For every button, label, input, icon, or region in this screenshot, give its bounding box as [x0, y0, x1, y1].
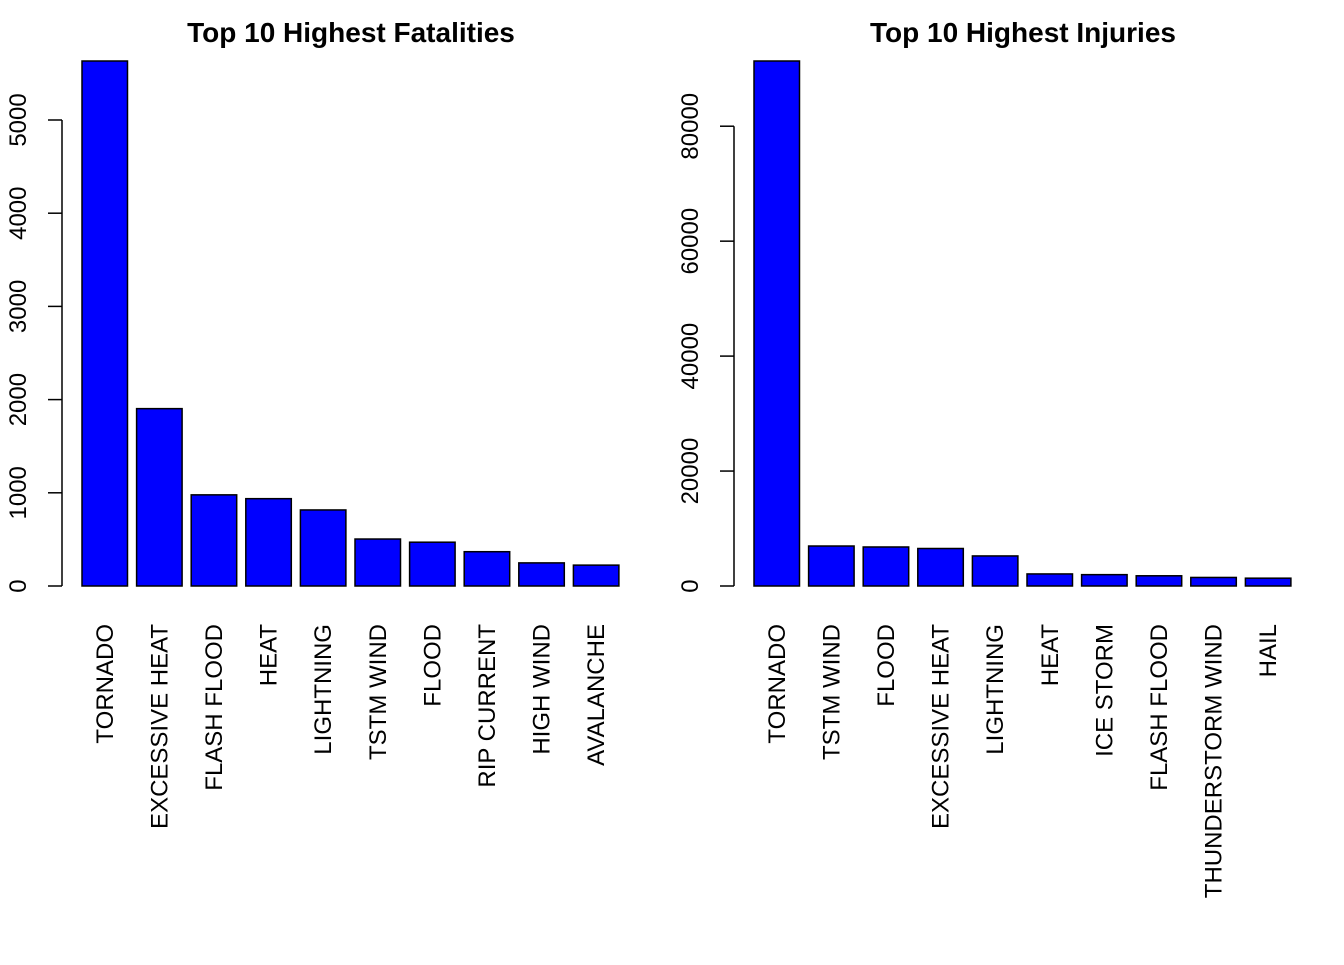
- fatalities-y-tick-label: 1000: [5, 466, 32, 519]
- fatalities-bar-2: [190, 494, 238, 587]
- injuries-y-tick-label: 20000: [677, 438, 704, 505]
- injuries-category-label: TORNADO: [764, 624, 791, 744]
- fatalities-y-tick-label: 5000: [5, 93, 32, 146]
- injuries-y-tick-label: 0: [677, 579, 704, 592]
- injuries-bar-2: [862, 546, 910, 587]
- injuries-chart: Top 10 Highest Injuries TORNADO TSTM WIND…: [677, 17, 1292, 898]
- injuries-y-tick-label: 40000: [677, 323, 704, 390]
- fatalities-bar-9: [572, 564, 620, 587]
- injuries-bar-4: [971, 555, 1019, 587]
- injuries-category-label: LIGHTNING: [982, 624, 1009, 755]
- fatalities-bar-0: [81, 60, 129, 587]
- fatalities-bar-1: [135, 407, 183, 587]
- injuries-bar-5: [1026, 573, 1074, 587]
- injuries-category-label: ICE STORM: [1091, 624, 1118, 757]
- injuries-bar-3: [917, 547, 965, 587]
- injuries-category-label: THUNDERSTORM WIND: [1201, 624, 1228, 898]
- fatalities-bar-3: [245, 497, 293, 587]
- fatalities-category-label: LIGHTNING: [310, 624, 337, 755]
- fatalities-y-tick-label: 4000: [5, 187, 32, 240]
- injuries-category-label: TSTM WIND: [818, 624, 845, 760]
- fatalities-category-label: HEAT: [256, 624, 283, 687]
- fatalities-chart-title: Top 10 Highest Fatalities: [187, 17, 515, 48]
- fatalities-category-label: RIP CURRENT: [474, 624, 501, 788]
- fatalities-bar-8: [518, 562, 566, 587]
- injuries-category-label: HEAT: [1037, 624, 1064, 687]
- fatalities-category-label: TSTM WIND: [365, 624, 392, 760]
- injuries-chart-title: Top 10 Highest Injuries: [870, 17, 1176, 48]
- injuries-bar-6: [1080, 573, 1128, 587]
- injuries-bar-1: [807, 545, 855, 587]
- injuries-y-tick-label: 80000: [677, 93, 704, 160]
- injuries-bar-0: [753, 60, 801, 587]
- fatalities-y-tick-label: 2000: [5, 373, 32, 426]
- injuries-category-label: FLOOD: [873, 624, 900, 707]
- fatalities-category-label: FLASH FLOOD: [201, 624, 228, 791]
- injuries-category-label: EXCESSIVE HEAT: [928, 624, 955, 829]
- fatalities-chart: Top 10 Highest Fatalities TORNADO EXCESSI…: [5, 17, 620, 829]
- fatalities-bar-7: [463, 550, 511, 587]
- injuries-bar-7: [1135, 575, 1183, 587]
- injuries-y-tick-label: 60000: [677, 208, 704, 275]
- fatalities-category-label: FLOOD: [419, 624, 446, 707]
- injuries-category-label: FLASH FLOOD: [1146, 624, 1173, 791]
- fatalities-bar-6: [408, 541, 456, 587]
- fatalities-category-label: TORNADO: [92, 624, 119, 744]
- fatalities-category-label: EXCESSIVE HEAT: [146, 624, 173, 829]
- fatalities-category-label: HIGH WIND: [529, 624, 556, 755]
- injuries-category-label: HAIL: [1255, 624, 1282, 677]
- fatalities-y-tick-label: 3000: [5, 280, 32, 333]
- fatalities-bar-4: [299, 509, 347, 587]
- injuries-bar-9: [1244, 577, 1292, 587]
- injuries-bar-8: [1190, 576, 1238, 587]
- fatalities-y-tick-label: 0: [5, 579, 32, 592]
- fatalities-category-label: AVALANCHE: [583, 624, 610, 766]
- fatalities-bar-5: [354, 538, 402, 587]
